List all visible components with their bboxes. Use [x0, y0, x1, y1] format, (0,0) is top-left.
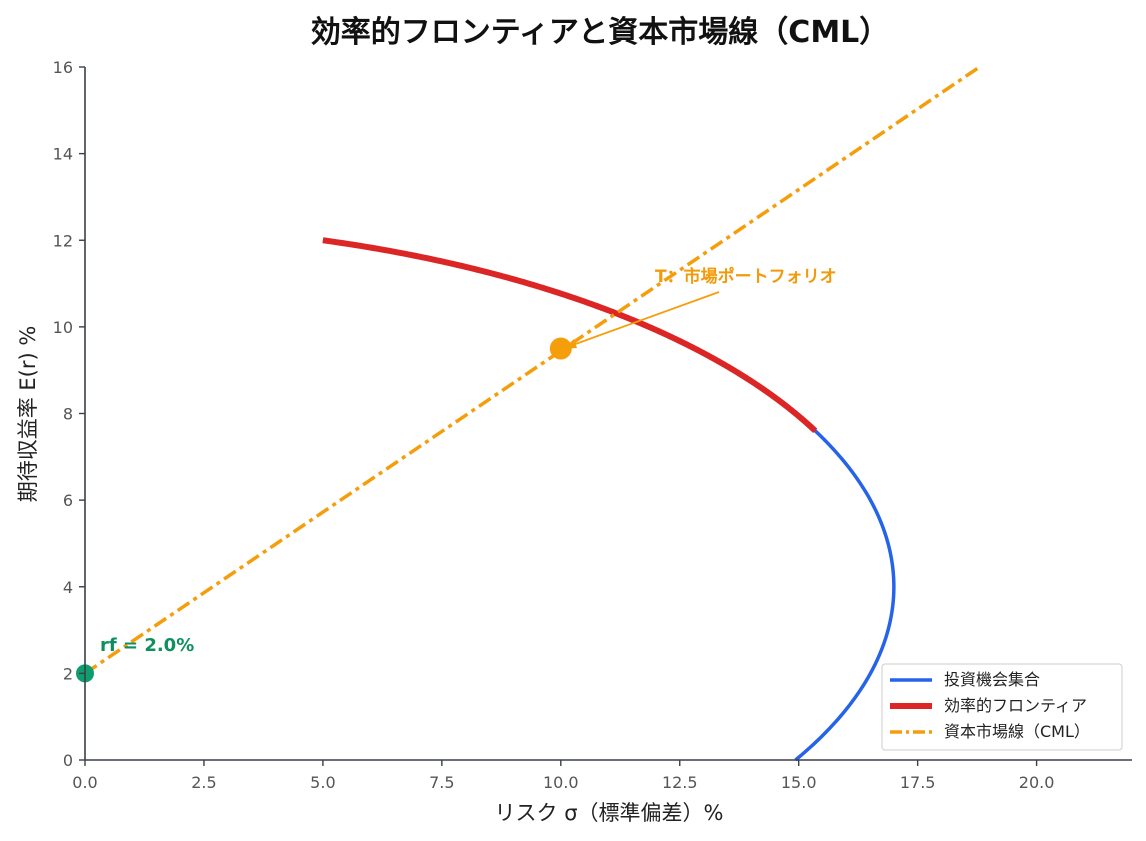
x-tick-label: 5.0 — [310, 773, 335, 792]
x-tick-label: 15.0 — [781, 773, 817, 792]
legend: 投資機会集合 効率的フロンティア 資本市場線（CML） — [881, 663, 1123, 751]
x-tick-label: 2.5 — [191, 773, 216, 792]
y-tick-label: 6 — [63, 491, 73, 510]
market-portfolio-label: T：市場ポートフォリオ — [655, 266, 837, 287]
legend-box — [881, 663, 1123, 751]
x-tick-label: 0.0 — [72, 773, 97, 792]
x-tick-label: 20.0 — [1019, 773, 1055, 792]
legend-label-efficient-frontier: 効率的フロンティア — [944, 696, 1087, 715]
y-axis-label: 期待収益率 E(r) % — [16, 326, 40, 503]
y-tick-label: 0 — [63, 751, 73, 770]
x-tick-label: 12.5 — [662, 773, 698, 792]
y-tick-label: 4 — [63, 578, 73, 597]
x-tick-label: 7.5 — [429, 773, 454, 792]
y-tick-label: 16 — [53, 58, 73, 77]
market-portfolio-point — [549, 337, 572, 360]
y-tick-label: 8 — [63, 405, 73, 424]
x-ticks: 0.0 2.5 5.0 7.5 10.0 12.5 15.0 17.5 20.0 — [72, 760, 1054, 792]
x-axis-label: リスク σ（標準偏差）% — [495, 801, 724, 825]
x-tick-label: 17.5 — [900, 773, 936, 792]
axes — [84, 67, 1132, 761]
y-tick-label: 10 — [53, 318, 73, 337]
annotations: rf = 2.0% T：市場ポートフォリオ — [100, 266, 837, 656]
market-portfolio-arrowhead — [563, 339, 577, 349]
efficient-frontier-line — [322, 237, 818, 434]
rf-label: rf = 2.0% — [100, 635, 194, 656]
legend-label-opportunity-set: 投資機会集合 — [944, 670, 1040, 689]
opportunity-set-line — [322, 238, 896, 762]
chart-title: 効率的フロンティアと資本市場線（CML） — [311, 15, 890, 50]
cml-line — [84, 65, 981, 675]
legend-label-cml: 資本市場線（CML） — [944, 722, 1090, 741]
y-tick-label: 2 — [63, 664, 73, 683]
y-tick-label: 14 — [53, 145, 73, 164]
plot-area — [76, 65, 981, 762]
y-ticks: 0 2 4 6 8 10 12 14 16 — [53, 58, 85, 770]
market-portfolio-arrow — [569, 291, 720, 347]
y-tick-label: 12 — [53, 231, 73, 250]
x-tick-label: 10.0 — [543, 773, 579, 792]
